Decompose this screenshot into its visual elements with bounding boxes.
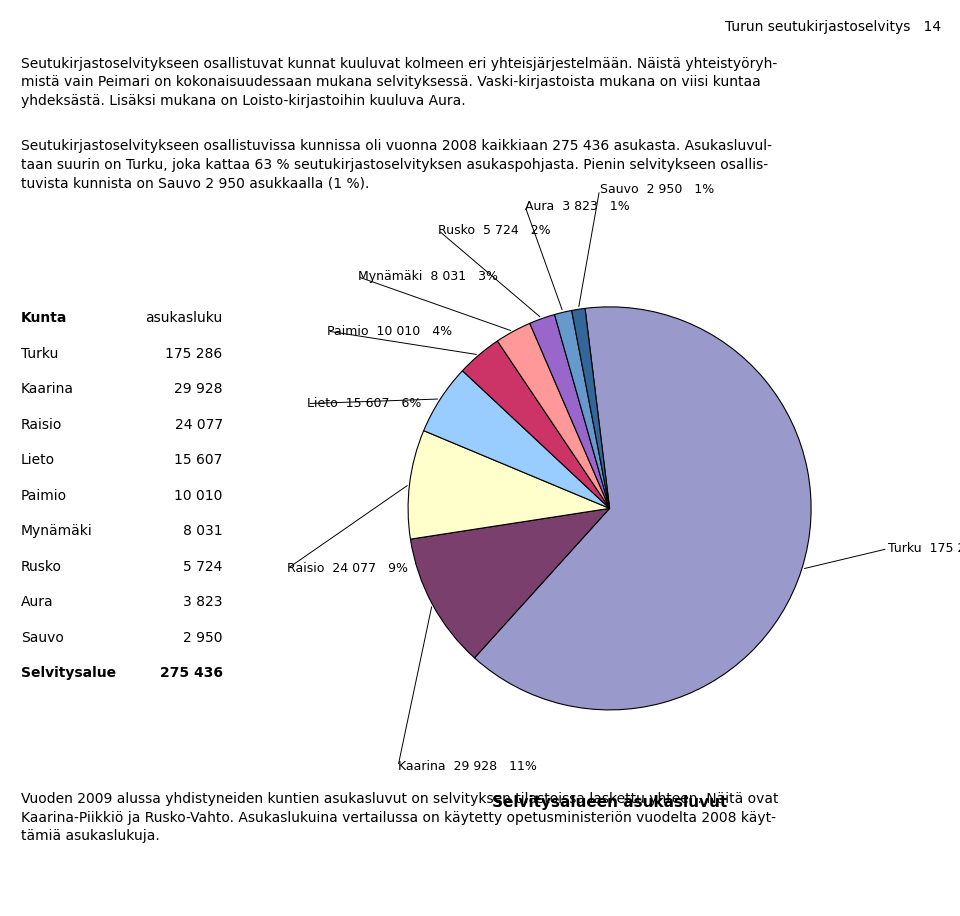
Text: 3 823: 3 823 bbox=[183, 595, 223, 609]
Text: Kunta: Kunta bbox=[21, 311, 67, 325]
Text: Kaarina  29 928   11%: Kaarina 29 928 11% bbox=[398, 760, 537, 773]
Text: Turku  175 286   63%: Turku 175 286 63% bbox=[888, 542, 960, 555]
Text: Sauvo  2 950   1%: Sauvo 2 950 1% bbox=[600, 183, 714, 196]
Text: Selvitysalueen asukasluvut: Selvitysalueen asukasluvut bbox=[492, 794, 728, 810]
Text: Mynämäki: Mynämäki bbox=[21, 524, 93, 539]
Text: Seutukirjastoselvitykseen osallistuvat kunnat kuuluvat kolmeen eri yhteisjärjest: Seutukirjastoselvitykseen osallistuvat k… bbox=[21, 57, 778, 107]
Text: Turun seutukirjastoselvitys   14: Turun seutukirjastoselvitys 14 bbox=[725, 20, 941, 34]
Wedge shape bbox=[530, 314, 610, 508]
Text: 29 928: 29 928 bbox=[174, 382, 223, 397]
Text: Selvitysalue: Selvitysalue bbox=[21, 666, 116, 680]
Text: 10 010: 10 010 bbox=[175, 489, 223, 503]
Text: Vuoden 2009 alussa yhdistyneiden kuntien asukasluvut on selvityksen tilastoissa : Vuoden 2009 alussa yhdistyneiden kuntien… bbox=[21, 792, 779, 843]
Wedge shape bbox=[497, 323, 610, 508]
Text: Mynämäki  8 031   3%: Mynämäki 8 031 3% bbox=[358, 270, 497, 283]
Wedge shape bbox=[571, 309, 610, 508]
Wedge shape bbox=[474, 307, 811, 710]
Text: Raisio: Raisio bbox=[21, 418, 62, 431]
Text: asukasluku: asukasluku bbox=[146, 311, 223, 325]
Text: 5 724: 5 724 bbox=[183, 560, 223, 573]
Wedge shape bbox=[408, 431, 610, 540]
Text: Paimio: Paimio bbox=[21, 489, 67, 503]
Text: 8 031: 8 031 bbox=[183, 524, 223, 539]
Wedge shape bbox=[463, 341, 610, 508]
Text: Aura  3 823   1%: Aura 3 823 1% bbox=[525, 200, 630, 213]
Text: Kaarina: Kaarina bbox=[21, 382, 74, 397]
Text: 15 607: 15 607 bbox=[175, 453, 223, 467]
Text: Seutukirjastoselvitykseen osallistuvissa kunnissa oli vuonna 2008 kaikkiaan 275 : Seutukirjastoselvitykseen osallistuvissa… bbox=[21, 139, 772, 190]
Text: Lieto: Lieto bbox=[21, 453, 56, 467]
Text: Sauvo: Sauvo bbox=[21, 630, 64, 645]
Text: 2 950: 2 950 bbox=[183, 630, 223, 645]
Wedge shape bbox=[555, 311, 610, 508]
Text: Paimio  10 010   4%: Paimio 10 010 4% bbox=[327, 324, 452, 337]
Text: Turku: Turku bbox=[21, 347, 59, 361]
Text: Rusko: Rusko bbox=[21, 560, 62, 573]
Wedge shape bbox=[411, 508, 610, 658]
Text: Lieto  15 607   6%: Lieto 15 607 6% bbox=[307, 398, 421, 410]
Text: 175 286: 175 286 bbox=[165, 347, 223, 361]
Text: Rusko  5 724   2%: Rusko 5 724 2% bbox=[439, 224, 551, 236]
Wedge shape bbox=[423, 371, 610, 508]
Text: 24 077: 24 077 bbox=[175, 418, 223, 431]
Text: Aura: Aura bbox=[21, 595, 54, 609]
Text: 275 436: 275 436 bbox=[159, 666, 223, 680]
Text: Raisio  24 077   9%: Raisio 24 077 9% bbox=[287, 562, 408, 575]
